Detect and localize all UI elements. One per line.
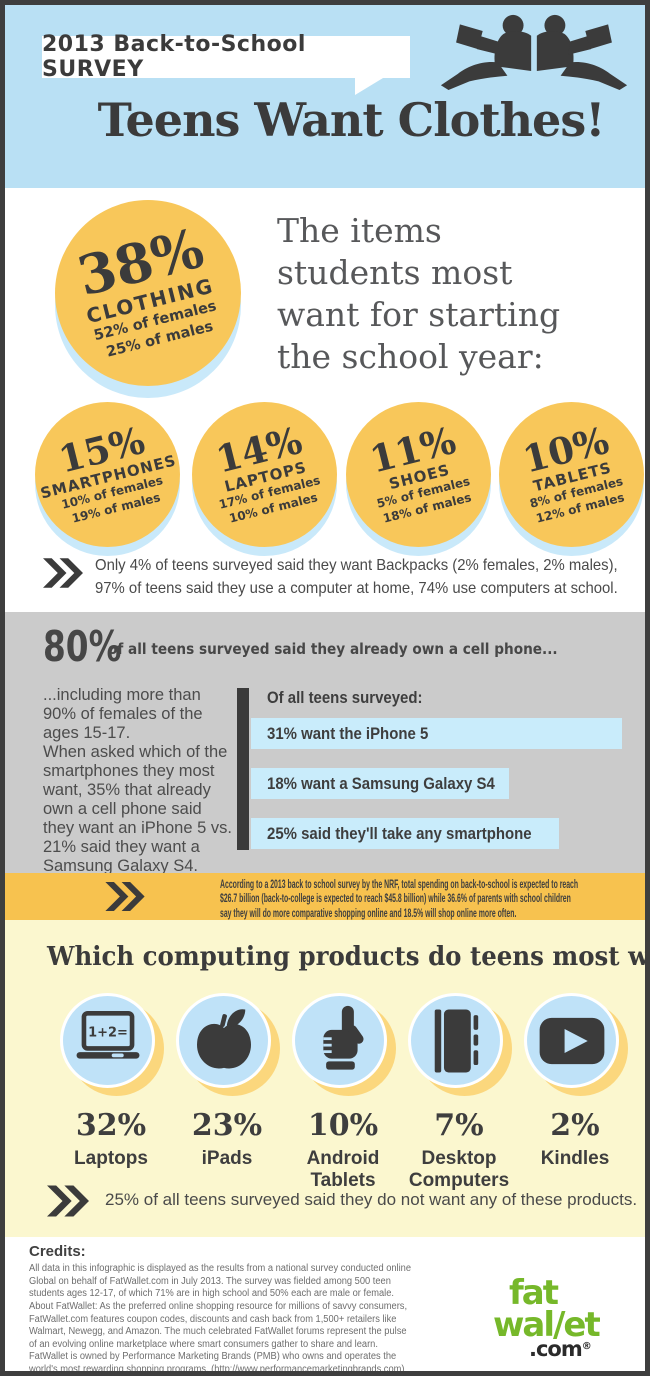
play-button-icon [524, 993, 619, 1088]
teens-reading-silhouette-icon [439, 11, 629, 96]
smartphones-stat-circle: 15% SMARTPHONES 10% of females 19% of ma… [35, 402, 180, 556]
survey-bubble-label: 2013 Back-to-School SURVEY [42, 32, 306, 82]
clothing-stat-circle: 38% CLOTHING 52% of females 25% of males [55, 200, 241, 386]
backpack-note: Only 4% of teens surveyed said they want… [95, 557, 618, 598]
bar-any-smartphone: 25% said they'll take any smartphone [251, 818, 559, 849]
cellphone-headline: of all teens surveyed said they already … [108, 640, 558, 658]
laptops-share: 32% [75, 1108, 147, 1143]
laptop-screen-text: 1+2= [88, 1025, 128, 1040]
registered-mark: ® [581, 1340, 592, 1352]
laptop-icon: 1+2= [60, 993, 155, 1088]
kindles-share: 2% [550, 1108, 600, 1143]
chevron-double-icon [43, 556, 83, 595]
bar-galaxy-s4: 18% want a Samsung Galaxy S4 [251, 768, 509, 799]
computing-note: 25% of all teens surveyed said they do n… [105, 1190, 638, 1209]
product-desktop-computers: 7% Desktop Computers [401, 920, 517, 1237]
desktop-tower-icon [408, 993, 503, 1088]
fatwallet-logo: fat wal/et .com® [493, 1273, 635, 1361]
nrf-band: According to a 2013 back to school surve… [5, 873, 645, 920]
bar-iphone5: 31% want the iPhone 5 [251, 718, 622, 749]
credits-heading: Credits: [29, 1243, 86, 1260]
speech-bubble: 2013 Back-to-School SURVEY [42, 32, 410, 82]
logo-line1: fat [509, 1273, 559, 1313]
kindles-name: Kindles [540, 1148, 610, 1169]
bar-label: 31% want the iPhone 5 [267, 723, 429, 743]
tablets-stat-circle: 10% TABLETS 8% of females 12% of males [499, 402, 644, 556]
android-tablets-name: Android Tablets [306, 1148, 380, 1191]
product-android-tablets: 10% Android Tablets [285, 920, 401, 1237]
shoes-stat-circle: 11% SHOES 5% of females 18% of males [346, 402, 491, 556]
nrf-note: According to a 2013 back to school surve… [220, 879, 579, 920]
intro-text: The items students most want for startin… [277, 211, 561, 376]
chevron-double-icon [47, 1184, 89, 1223]
android-tablets-share: 10% [307, 1108, 379, 1143]
credits-about-text: About FatWallet: As the preferred online… [29, 1301, 408, 1375]
ipads-share: 23% [191, 1108, 263, 1143]
desktop-computers-share: 7% [434, 1108, 484, 1143]
computing-headline: Which computing products do teens most w… [47, 942, 650, 972]
apple-icon [176, 993, 271, 1088]
bar-label: 25% said they'll take any smartphone [267, 823, 532, 843]
product-kindles: 2% Kindles [517, 920, 633, 1237]
laptops-name: Laptops [74, 1148, 148, 1169]
laptops-stat-circle: 14% LAPTOPS 17% of females 10% of males [192, 402, 337, 556]
logo-line2: wal/et [493, 1304, 601, 1345]
cellphone-detail: ...including more than 90% of females of… [43, 686, 232, 875]
computing-section: Which computing products do teens most w… [5, 920, 645, 1237]
credits-section: Credits: All data in this infographic is… [5, 1237, 645, 1371]
product-ipads: 23% iPads [169, 920, 285, 1237]
product-laptops: 1+2= 32% Laptops [53, 920, 169, 1237]
speech-bubble-tail [355, 78, 383, 95]
desktop-computers-name: Desktop Computers [408, 1148, 510, 1191]
pointing-hand-icon [292, 993, 387, 1088]
cellphone-section: 80% of all teens surveyed said they alre… [5, 612, 645, 875]
chart-title: Of all teens surveyed: [267, 688, 423, 707]
page-title: Teens Want Clothes! [97, 93, 606, 147]
bar-label: 18% want a Samsung Galaxy S4 [267, 773, 495, 793]
credits-survey-text: All data in this infographic is displaye… [29, 1263, 412, 1299]
items-section: 38% CLOTHING 52% of females 25% of males… [5, 188, 645, 612]
ipads-name: iPads [201, 1148, 253, 1169]
chevron-double-icon [105, 882, 145, 916]
cellphone-stat: 80% [43, 622, 122, 671]
logo-domain: .com® [529, 1336, 592, 1361]
header-section: 2013 Back-to-School SURVEY Teens Want Cl… [5, 5, 645, 188]
chart-axis-bar [237, 688, 249, 850]
